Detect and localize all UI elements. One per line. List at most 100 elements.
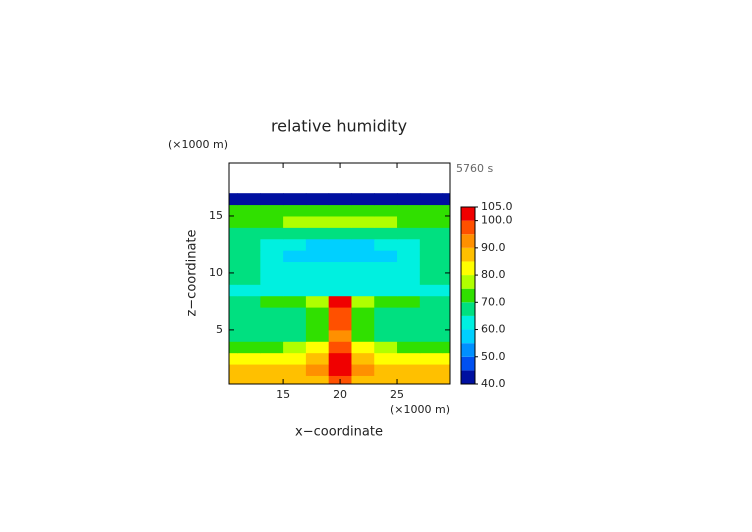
field-cell: [328, 284, 352, 297]
field-cell: [305, 261, 330, 274]
colorbar-swatch: [461, 315, 475, 330]
field-cell: [397, 272, 421, 285]
field-cell: [283, 307, 307, 319]
field-cell: [260, 307, 284, 319]
field-cell: [260, 284, 284, 297]
field-cell: [328, 215, 352, 228]
field-cell: [260, 352, 284, 365]
field-cell: [419, 284, 444, 297]
field-cell: [305, 341, 330, 354]
field-cell: [419, 261, 444, 274]
colorbar-swatch: [461, 234, 475, 248]
time-label: 5760 s: [456, 162, 493, 175]
field-cell: [442, 341, 450, 354]
colorbar-swatch: [461, 356, 475, 371]
field-cell: [229, 295, 239, 308]
field-cell: [397, 261, 421, 274]
field-cell: [328, 227, 352, 240]
field-cell: [328, 352, 352, 365]
field-cell: [237, 204, 261, 217]
field-cell: [374, 215, 398, 228]
colorbar-tick-label: 50.0: [481, 350, 506, 363]
colorbar-swatch: [461, 370, 475, 384]
field-cell: [283, 352, 307, 365]
colorbar-swatch: [461, 247, 475, 262]
field-cell: [260, 329, 284, 342]
field-cell: [442, 261, 450, 274]
field-cell: [374, 364, 398, 376]
colorbar-swatch: [461, 275, 475, 289]
field-cell: [283, 375, 307, 384]
field-cell: [328, 341, 352, 354]
field-cell: [351, 204, 375, 217]
field-cell: [237, 193, 261, 206]
field-cell: [237, 261, 261, 274]
y-tick-label: 15: [209, 209, 223, 222]
field-cell: [237, 318, 261, 331]
field-cell: [229, 375, 239, 384]
field-cell: [305, 375, 330, 384]
field-cell: [397, 329, 421, 342]
field-cell: [397, 238, 421, 251]
colorbar-swatch: [461, 220, 475, 235]
field-cell: [397, 215, 421, 228]
field-cell: [419, 364, 444, 376]
field-cell: [351, 364, 375, 376]
field-cell: [351, 318, 375, 331]
y-axis-label: z−coordinate: [185, 229, 200, 316]
field-cell: [351, 284, 375, 297]
field-cell: [442, 238, 450, 251]
field-cell: [419, 250, 444, 263]
field-cell: [283, 261, 307, 274]
field-cell: [397, 295, 421, 308]
chart-title: relative humidity: [271, 117, 407, 136]
field-cell: [237, 329, 261, 342]
field-cell: [397, 227, 421, 240]
field-cell: [351, 307, 375, 319]
field-cell: [283, 215, 307, 228]
field-cell: [283, 272, 307, 285]
field-cell: [328, 307, 352, 319]
field-cell: [305, 227, 330, 240]
field-cell: [237, 250, 261, 263]
colorbar-tick-label: 70.0: [481, 295, 506, 308]
colorbar-tick-label: 40.0: [481, 377, 506, 390]
colorbar-tick-label: 100.0: [481, 214, 513, 227]
field-cell: [419, 272, 444, 285]
field-cell: [237, 341, 261, 354]
y-tick-label: 5: [216, 323, 223, 336]
field-cell: [229, 261, 239, 274]
field-cell: [305, 352, 330, 365]
field-cell: [419, 352, 444, 365]
field-cell: [260, 227, 284, 240]
field-cell: [260, 261, 284, 274]
x-unit: (×1000 m): [390, 403, 450, 416]
field-cell: [229, 272, 239, 285]
field-cell: [283, 341, 307, 354]
field-cell: [351, 272, 375, 285]
field-cell: [397, 352, 421, 365]
field-cell: [442, 227, 450, 240]
field-cell: [419, 227, 444, 240]
field-cell: [229, 364, 239, 376]
field-cell: [328, 272, 352, 285]
field-cell: [374, 250, 398, 263]
field-cell: [229, 227, 239, 240]
field-cell: [442, 364, 450, 376]
field-cell: [397, 284, 421, 297]
field-cell: [260, 250, 284, 263]
field-cell: [328, 238, 352, 251]
field-cell: [419, 341, 444, 354]
field-cell: [229, 204, 239, 217]
field-cell: [351, 375, 375, 384]
field-cell: [237, 215, 261, 228]
y-tick-label: 10: [209, 266, 223, 279]
colorbar-tick-label: 60.0: [481, 323, 506, 336]
field-cell: [305, 329, 330, 342]
colorbar-tick-label: 80.0: [481, 268, 506, 281]
field-cell: [305, 204, 330, 217]
field-cell: [237, 284, 261, 297]
field-cell: [237, 295, 261, 308]
field-cell: [260, 341, 284, 354]
field-cell: [351, 215, 375, 228]
